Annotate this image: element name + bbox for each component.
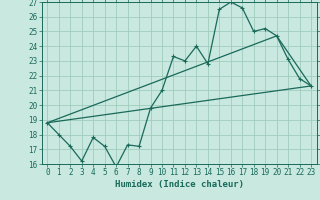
X-axis label: Humidex (Indice chaleur): Humidex (Indice chaleur)	[115, 180, 244, 189]
